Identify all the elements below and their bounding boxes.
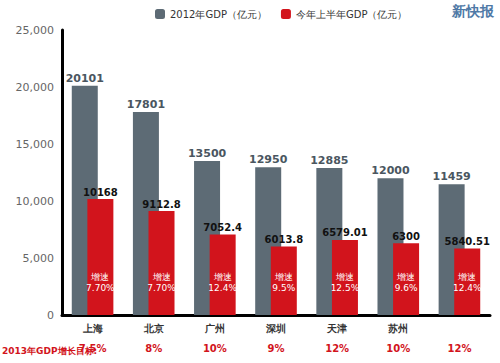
svg-text:9112.8: 9112.8 xyxy=(142,199,181,210)
svg-text:增速: 增速 xyxy=(90,272,109,282)
svg-text:12885: 12885 xyxy=(310,154,348,167)
svg-text:15,000: 15,000 xyxy=(16,138,55,151)
svg-text:广州: 广州 xyxy=(204,323,225,334)
svg-text:6013.8: 6013.8 xyxy=(265,234,304,245)
svg-text:深圳: 深圳 xyxy=(265,323,286,334)
svg-text:12.4%: 12.4% xyxy=(208,283,237,293)
svg-text:11459: 11459 xyxy=(432,170,470,183)
svg-text:7052.4: 7052.4 xyxy=(203,222,242,233)
svg-text:10168: 10168 xyxy=(83,187,118,198)
svg-text:新快报: 新快报 xyxy=(451,3,495,19)
svg-text:今年上半年GDP（亿元）: 今年上半年GDP（亿元） xyxy=(296,9,407,20)
svg-text:12950: 12950 xyxy=(249,153,288,166)
svg-text:6300: 6300 xyxy=(392,231,420,242)
svg-text:苏州: 苏州 xyxy=(387,323,408,334)
svg-text:增速: 增速 xyxy=(213,272,232,282)
svg-text:天津: 天津 xyxy=(326,323,347,334)
svg-text:12.5%: 12.5% xyxy=(331,283,360,293)
svg-text:0: 0 xyxy=(47,309,54,322)
svg-text:12000: 12000 xyxy=(371,164,410,177)
svg-text:上海: 上海 xyxy=(82,323,103,334)
svg-text:9.5%: 9.5% xyxy=(272,283,295,293)
svg-text:10,000: 10,000 xyxy=(16,195,55,208)
svg-text:增速: 增速 xyxy=(274,272,293,282)
svg-text:12%: 12% xyxy=(325,343,349,354)
svg-text:8%: 8% xyxy=(145,343,162,354)
svg-text:7.5%: 7.5% xyxy=(79,343,107,354)
svg-text:10%: 10% xyxy=(203,343,227,354)
svg-text:5840.51: 5840.51 xyxy=(444,236,490,247)
svg-text:增速: 增速 xyxy=(457,272,476,282)
svg-text:9%: 9% xyxy=(268,343,285,354)
svg-text:13500: 13500 xyxy=(188,147,227,160)
svg-text:增速: 增速 xyxy=(152,272,171,282)
svg-text:10%: 10% xyxy=(386,343,410,354)
svg-text:25,000: 25,000 xyxy=(16,24,55,37)
svg-text:20,000: 20,000 xyxy=(16,81,55,94)
svg-text:12%: 12% xyxy=(447,343,471,354)
svg-text:7.70%: 7.70% xyxy=(86,283,115,293)
svg-text:9.6%: 9.6% xyxy=(395,283,418,293)
svg-text:5,000: 5,000 xyxy=(23,252,55,265)
svg-text:增速: 增速 xyxy=(335,272,354,282)
svg-text:6579.01: 6579.01 xyxy=(322,227,368,238)
svg-text:17801: 17801 xyxy=(127,98,165,111)
svg-text:7.70%: 7.70% xyxy=(147,283,176,293)
svg-text:20101: 20101 xyxy=(66,72,104,85)
svg-text:北京: 北京 xyxy=(143,323,164,334)
svg-text:12.4%: 12.4% xyxy=(453,283,482,293)
svg-text:2013年GDP增长目标:: 2013年GDP增长目标: xyxy=(2,345,98,356)
svg-text:2012年GDP（亿元）: 2012年GDP（亿元） xyxy=(170,9,267,20)
svg-text:增速: 增速 xyxy=(396,272,415,282)
